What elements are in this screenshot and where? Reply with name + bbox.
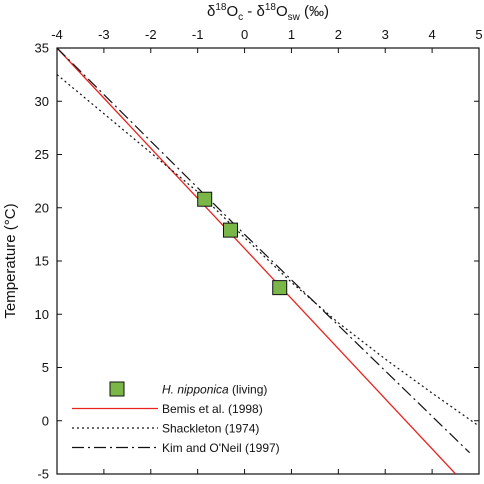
y-tick-label: 5	[42, 360, 49, 375]
y-tick-label: -5	[37, 467, 49, 482]
y-tick-label: 30	[35, 94, 49, 109]
x-tick-label: 4	[428, 27, 435, 42]
series-layer	[57, 48, 479, 474]
y-tick-label: 0	[42, 413, 49, 428]
legend: H. nipponica (living) Bemis et al. (1998)…	[72, 381, 280, 455]
y-tick-label: 35	[35, 41, 49, 56]
series-line-2	[57, 74, 479, 427]
legend-label: Bemis et al. (1998)	[162, 402, 263, 416]
legend-label: Shackleton (1974)	[162, 422, 259, 436]
legend-label: H. nipponica (living)	[162, 383, 267, 397]
series-line-3	[57, 48, 471, 454]
y-tick-label: 25	[35, 147, 49, 162]
x-tick-label: 2	[335, 27, 342, 42]
x-tick-label: 5	[475, 27, 482, 42]
x-tick-label: -1	[192, 27, 204, 42]
y-tick-label: 20	[35, 200, 49, 215]
y-tick-label: 15	[35, 254, 49, 269]
x-tick-label: -4	[51, 27, 63, 42]
x-tick-label: 3	[382, 27, 389, 42]
tick-layer: -4 -3 -2 -1 0 1 2 3 4 5 -5 0 5 10 15 20 25 30 35	[35, 27, 483, 482]
data-point	[272, 280, 288, 296]
x-tick-label: 1	[288, 27, 295, 42]
y-axis-title: Temperature (°C)	[2, 203, 19, 318]
x-tick-label: -3	[98, 27, 110, 42]
plot-frame	[56, 47, 480, 475]
legend-label: Kim and O'Neil (1997)	[162, 441, 280, 455]
y-tick-label: 10	[35, 307, 49, 322]
series-line-1	[57, 48, 457, 474]
x-tick-label: -2	[145, 27, 157, 42]
x-axis-title: δ18Oc - δ18Osw (‰)	[207, 2, 329, 23]
data-point	[197, 191, 213, 207]
x-tick-label: 0	[241, 27, 248, 42]
legend-marker	[109, 381, 125, 397]
data-point	[222, 222, 238, 238]
